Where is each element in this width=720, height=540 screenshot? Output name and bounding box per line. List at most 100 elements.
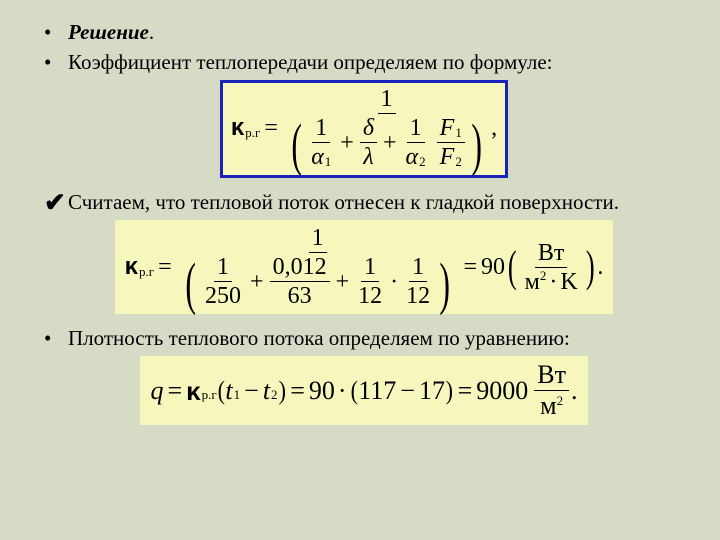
bullet-1-word: Решение bbox=[68, 20, 149, 44]
eq1-kappa: κ bbox=[231, 116, 244, 140]
eq2-unit-K: K bbox=[560, 270, 577, 294]
eq3-equals-3: = bbox=[454, 378, 477, 404]
eq2-value: 90 bbox=[481, 255, 505, 279]
eq1-kappa-sub: р.г bbox=[244, 126, 260, 139]
eq3-minus: − bbox=[240, 378, 263, 404]
eq2-f2: 0,012 63 bbox=[270, 255, 330, 308]
bullet-row-3: ✔ Считаем, что тепловой поток отнесен к … bbox=[44, 190, 684, 214]
eq2-f1-den: 250 bbox=[202, 282, 244, 308]
eq2-rparen: ) bbox=[439, 259, 450, 308]
eq3-equals-2: = bbox=[286, 378, 309, 404]
eq3-v2b: 17 bbox=[419, 378, 445, 404]
eq1-comma: , bbox=[491, 116, 497, 140]
eq2-unit-num: Вт bbox=[535, 241, 568, 268]
eq3-dot: · bbox=[335, 378, 350, 404]
eq1-f1-num: 1 bbox=[312, 116, 330, 143]
bullet-dot-1: • bbox=[44, 20, 68, 44]
equation-2-box: κр.г = 1 ( 1 250 + 0,012 63 bbox=[115, 220, 614, 314]
eq3-rparen2: ) bbox=[446, 378, 453, 404]
eq1-main-den: ( 1 α1 + δ λ + 1 α2 bbox=[284, 114, 489, 169]
eq1-f2-den-sym: λ bbox=[363, 145, 373, 169]
eq1-equals: = bbox=[260, 116, 282, 140]
eq1-f1-den: α1 bbox=[308, 143, 334, 169]
bullet-dot-2: • bbox=[44, 50, 68, 74]
eq3-rparen1: ) bbox=[278, 378, 285, 404]
eq1-f4-num-sub: 1 bbox=[454, 126, 462, 139]
equation-2-wrap: κр.г = 1 ( 1 250 + 0,012 63 bbox=[44, 220, 684, 314]
equation-1-wrap: κр.г = 1 ( 1 α1 + δ λ bbox=[44, 80, 684, 178]
eq2-main-frac: 1 ( 1 250 + 0,012 63 + bbox=[178, 226, 458, 308]
eq1-f1-den-sub: 1 bbox=[324, 155, 332, 168]
eq3-t1-sub: 1 bbox=[233, 388, 241, 401]
eq2-unit-lparen: ( bbox=[508, 247, 517, 287]
bullet-row-4: • Плотность теплового потока определяем … bbox=[44, 326, 684, 350]
eq1-f3: 1 α2 bbox=[403, 116, 429, 169]
eq2-f1-num: 1 bbox=[214, 255, 232, 282]
eq2-f4: 1 12 bbox=[403, 255, 433, 308]
eq2-plus1: + bbox=[246, 270, 268, 294]
eq2-unit-exp: 2 bbox=[540, 269, 547, 282]
eq2-unit-dot: · bbox=[546, 270, 560, 294]
eq3-v1: 90 bbox=[309, 378, 335, 404]
eq1-f4-den: F2 bbox=[437, 143, 465, 169]
eq3-result: 9000 bbox=[476, 378, 528, 404]
eq1-main-num: 1 bbox=[378, 87, 396, 114]
eq1-f4-num: F1 bbox=[437, 116, 465, 143]
eq3-period: . bbox=[571, 378, 578, 404]
eq1-f2-num: δ bbox=[360, 116, 377, 143]
equation-3: q = κр.г ( t1 − t2 ) = 90 · ( 117 − 17 )… bbox=[150, 362, 577, 419]
eq3-kappa-sub: р.г bbox=[201, 388, 217, 401]
eq3-q: q bbox=[150, 378, 163, 404]
eq2-main-den: ( 1 250 + 0,012 63 + 1 12 bbox=[178, 253, 458, 308]
eq2-f1: 1 250 bbox=[202, 255, 244, 308]
bullet-row-1: • Решение. bbox=[44, 20, 684, 44]
eq1-f3-den-sym: α bbox=[406, 145, 419, 169]
equation-1: κр.г = 1 ( 1 α1 + δ λ bbox=[231, 87, 497, 169]
eq1-f4-den-sym: F bbox=[440, 145, 455, 169]
eq2-f3-den: 12 bbox=[355, 282, 385, 308]
bullet-dot-4: • bbox=[44, 326, 68, 350]
eq2-f3-num: 1 bbox=[361, 255, 379, 282]
equation-3-box: q = κр.г ( t1 − t2 ) = 90 · ( 117 − 17 )… bbox=[140, 356, 587, 425]
equation-1-box: κр.г = 1 ( 1 α1 + δ λ bbox=[220, 80, 508, 178]
eq2-unit-rparen: ) bbox=[586, 247, 595, 287]
eq3-lparen2: ( bbox=[350, 378, 357, 404]
eq2-f2-den: 63 bbox=[285, 282, 315, 308]
eq2-f3: 1 12 bbox=[355, 255, 385, 308]
eq1-f4: F1 F2 bbox=[437, 116, 465, 169]
eq1-f4-num-sym: F bbox=[440, 116, 455, 140]
eq2-unit-frac: Вт м2 · K bbox=[522, 241, 581, 294]
bullet-check-icon: ✔ bbox=[44, 190, 68, 212]
eq2-main-num: 1 bbox=[309, 226, 327, 253]
eq1-f1: 1 α1 bbox=[308, 116, 334, 169]
bullet-text-4: Плотность теплового потока определяем по… bbox=[68, 326, 570, 350]
eq3-lparen1: ( bbox=[217, 378, 224, 404]
eq1-main-frac: 1 ( 1 α1 + δ λ + 1 bbox=[284, 87, 489, 169]
equation-2: κр.г = 1 ( 1 250 + 0,012 63 bbox=[125, 226, 604, 308]
eq1-rparen: ) bbox=[471, 120, 482, 169]
eq3-unit-m: м bbox=[540, 393, 556, 419]
eq2-kappa-sub: р.г bbox=[138, 265, 154, 278]
eq3-v2a: 117 bbox=[358, 378, 396, 404]
eq2-equals-2: = bbox=[459, 255, 481, 279]
eq2-unit-den: м2 · K bbox=[522, 268, 581, 294]
eq2-f4-num: 1 bbox=[409, 255, 427, 282]
eq1-f1-den-sym: α bbox=[311, 145, 324, 169]
eq2-plus2: + bbox=[332, 270, 354, 294]
bullet-text-3: Считаем, что тепловой поток отнесен к гл… bbox=[68, 190, 619, 214]
equation-3-wrap: q = κр.г ( t1 − t2 ) = 90 · ( 117 − 17 )… bbox=[44, 356, 684, 425]
eq2-period: . bbox=[597, 255, 603, 279]
eq3-t2: t bbox=[263, 378, 270, 404]
eq3-unit-num: Вт bbox=[534, 362, 569, 391]
eq3-unit-exp: 2 bbox=[557, 394, 564, 407]
eq1-plus2: + bbox=[379, 131, 401, 155]
eq3-unit-frac: Вт м2 bbox=[534, 362, 569, 419]
eq2-f4-den: 12 bbox=[403, 282, 433, 308]
bullet-1-period: . bbox=[149, 20, 154, 44]
eq2-unit: ( Вт м2 · K ) bbox=[505, 241, 597, 294]
eq2-equals: = bbox=[154, 255, 176, 279]
bullet-row-2: • Коэффициент теплопередачи определяем п… bbox=[44, 50, 684, 74]
eq2-dot: · bbox=[387, 270, 401, 294]
bullet-text-1: Решение. bbox=[68, 20, 154, 44]
eq2-unit-m: м bbox=[525, 270, 540, 294]
